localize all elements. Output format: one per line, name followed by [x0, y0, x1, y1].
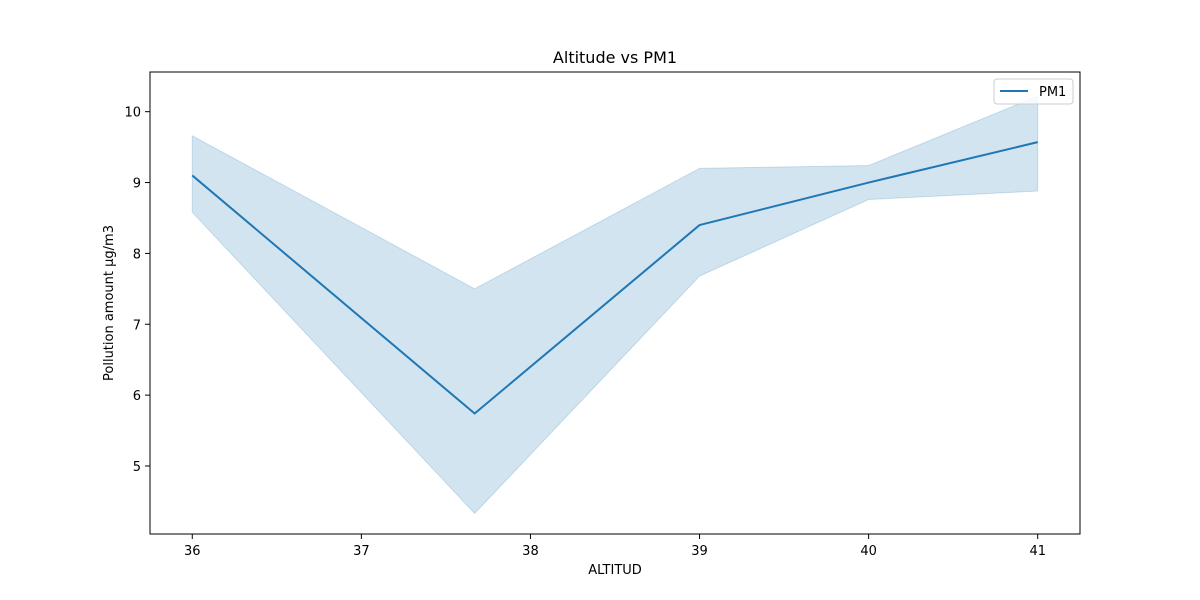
plot-area	[149, 71, 1081, 535]
y-tick-label: 6	[133, 389, 141, 404]
y-tick-label: 5	[133, 460, 141, 475]
axes-frame	[149, 71, 1081, 535]
x-tick-label: 39	[691, 544, 708, 559]
legend-entry-label: PM1	[1039, 85, 1066, 100]
legend-box	[993, 78, 1074, 105]
series-line-0	[191, 141, 1038, 415]
y-tick-label: 7	[133, 318, 141, 333]
chart-title: Altitude vs PM1	[553, 48, 677, 67]
y-tick-label: 9	[133, 177, 141, 192]
y-axis-ticks: 5 6 7 8 9 10	[124, 106, 150, 475]
confidence-band-0	[191, 95, 1039, 515]
y-axis-label: Pollution amount μg/m3	[102, 225, 117, 381]
y-tick-label: 10	[124, 106, 141, 121]
y-tick-label: 8	[133, 247, 141, 262]
x-tick-label: 38	[522, 544, 539, 559]
legend: PM1	[993, 78, 1074, 105]
x-tick-label: 36	[184, 544, 201, 559]
x-axis-ticks: 36 37 38 39 40 41	[184, 534, 1046, 559]
x-axis-label: ALTITUD	[588, 563, 642, 578]
x-tick-label: 41	[1029, 544, 1046, 559]
x-tick-label: 40	[860, 544, 877, 559]
x-tick-label: 37	[353, 544, 370, 559]
